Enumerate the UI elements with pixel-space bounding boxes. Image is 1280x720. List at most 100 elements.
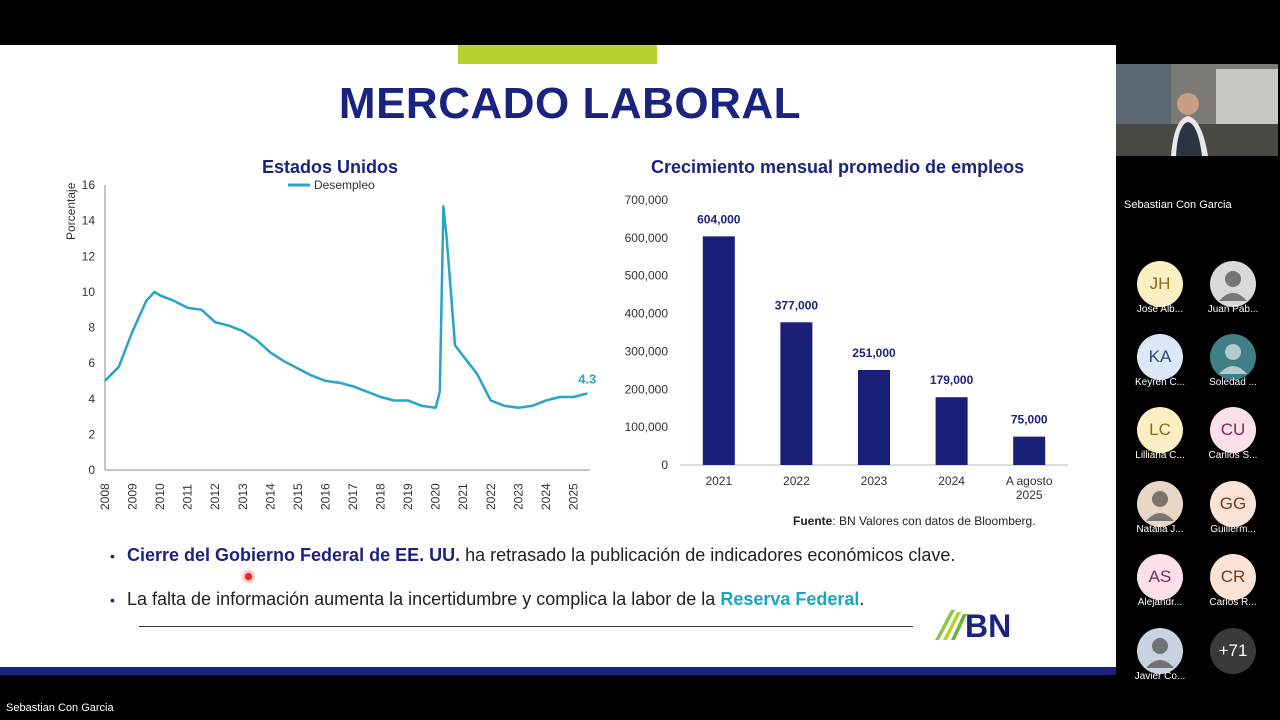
- data-point: [572, 396, 574, 398]
- data-point: [448, 273, 450, 275]
- participant-avatar[interactable]: AS: [1137, 554, 1183, 600]
- x-tick-label: 2025: [566, 483, 580, 510]
- x-tick-label: 2014: [263, 483, 277, 510]
- x-tick-label: A agosto: [1006, 474, 1053, 488]
- bullet-dot: •: [110, 548, 115, 564]
- data-point: [476, 373, 478, 375]
- x-tick-label: 2022: [783, 474, 810, 488]
- slide-title: MERCADO LABORAL: [338, 79, 802, 128]
- data-point: [545, 400, 547, 402]
- y-tick-label: 16: [82, 178, 96, 192]
- y-axis-label: Porcentaje: [64, 182, 78, 240]
- person-icon: [1219, 344, 1247, 374]
- last-value-label: 4.3: [578, 371, 596, 386]
- y-tick-label: 10: [82, 285, 96, 299]
- y-tick-label: 400,000: [625, 307, 669, 321]
- data-point: [338, 382, 340, 384]
- bar: [935, 397, 968, 465]
- data-point: [380, 396, 382, 398]
- x-tick-label: 2013: [236, 483, 250, 510]
- y-tick-label: 6: [88, 356, 95, 370]
- data-point: [104, 380, 106, 382]
- y-tick-label: 600,000: [625, 231, 669, 245]
- y-tick-label: 8: [88, 321, 95, 335]
- participant-name: Guillerm...: [1210, 524, 1256, 535]
- bullet-1: • Cierre del Gobierno Federal de EE. UU.…: [110, 545, 955, 566]
- y-tick-label: 4: [88, 392, 95, 406]
- bar-value-label: 179,000: [930, 373, 974, 387]
- x-tick-label: 2019: [401, 483, 415, 510]
- x-tick-label: 2021: [456, 483, 470, 510]
- y-tick-label: 0: [88, 463, 95, 477]
- participant-avatar[interactable]: KA: [1137, 334, 1183, 380]
- y-tick-label: 200,000: [625, 382, 669, 396]
- bar-value-label: 251,000: [852, 346, 896, 360]
- x-tick-label: 2017: [346, 483, 360, 510]
- data-point: [214, 321, 216, 323]
- participant-avatar[interactable]: LC: [1137, 407, 1183, 453]
- bn-logo: BN: [935, 608, 1011, 642]
- x-tick-label: 2023: [861, 474, 888, 488]
- data-point: [504, 405, 506, 407]
- more-participants-button[interactable]: +71: [1210, 628, 1256, 674]
- y-tick-label: 700,000: [625, 195, 669, 207]
- data-point: [531, 405, 533, 407]
- unemployment-series-line: [104, 205, 588, 409]
- participant-name: Soledad ...: [1209, 377, 1257, 388]
- participant-avatar[interactable]: [1210, 261, 1256, 307]
- data-point: [352, 385, 354, 387]
- data-point: [145, 300, 147, 302]
- participant-name: Javier Co...: [1134, 671, 1186, 682]
- presenter-video[interactable]: [1116, 64, 1278, 156]
- bullet-1-strong: Cierre del Gobierno Federal de EE. UU.: [127, 545, 461, 565]
- data-point: [393, 400, 395, 402]
- participant-name: Natalia J...: [1136, 524, 1184, 535]
- x-tick-label: 2024: [938, 474, 965, 488]
- right-chart-title: Crecimiento mensual promedio de empleos: [651, 157, 1025, 177]
- x-tick-label: 2008: [98, 483, 112, 510]
- data-point: [154, 291, 156, 293]
- person-icon: [1146, 638, 1174, 668]
- bar: [702, 236, 735, 465]
- participant-avatar[interactable]: GG: [1210, 481, 1256, 527]
- legend-label: Desempleo: [314, 178, 375, 192]
- participant-name: Carlos R...: [1209, 597, 1257, 608]
- data-point: [586, 392, 588, 394]
- bar: [1013, 436, 1046, 465]
- bar-value-label: 604,000: [697, 212, 741, 226]
- y-tick-label: 500,000: [625, 269, 669, 283]
- y-tick-label: 2: [88, 427, 95, 441]
- participant-name: Juan Pab...: [1207, 304, 1259, 315]
- left-chart-title: Estados Unidos: [262, 157, 399, 177]
- participant-name: Carllos S...: [1208, 450, 1258, 461]
- x-tick-label: 2012: [208, 483, 222, 510]
- data-point: [242, 330, 244, 332]
- x-tick-label: 2010: [153, 483, 167, 510]
- person-icon: [1219, 271, 1247, 301]
- data-point: [269, 351, 271, 353]
- participant-avatar[interactable]: CU: [1210, 407, 1256, 453]
- data-point: [324, 380, 326, 382]
- laser-pointer: [245, 573, 252, 580]
- divider-line: [139, 626, 913, 627]
- data-point: [462, 355, 464, 357]
- data-point: [283, 360, 285, 362]
- participant-avatar[interactable]: [1137, 481, 1183, 527]
- x-tick-label: 2016: [318, 483, 332, 510]
- participant-avatar[interactable]: CR: [1210, 554, 1256, 600]
- participant-avatar[interactable]: JH: [1137, 261, 1183, 307]
- data-point: [442, 205, 444, 207]
- participant-name: Keyren C...: [1134, 377, 1186, 388]
- x-tick-label: 2020: [429, 483, 443, 510]
- bar-value-label: 377,000: [775, 298, 819, 312]
- participant-avatar[interactable]: [1137, 628, 1183, 674]
- participant-avatar[interactable]: [1210, 334, 1256, 380]
- y-tick-label: 0: [661, 458, 668, 472]
- x-tick-label: 2021: [705, 474, 732, 488]
- data-point: [187, 307, 189, 309]
- data-point: [118, 366, 120, 368]
- bar-value-label: 75,000: [1011, 413, 1048, 427]
- y-tick-label: 12: [82, 249, 96, 263]
- data-point: [297, 367, 299, 369]
- y-tick-label: 100,000: [625, 420, 669, 434]
